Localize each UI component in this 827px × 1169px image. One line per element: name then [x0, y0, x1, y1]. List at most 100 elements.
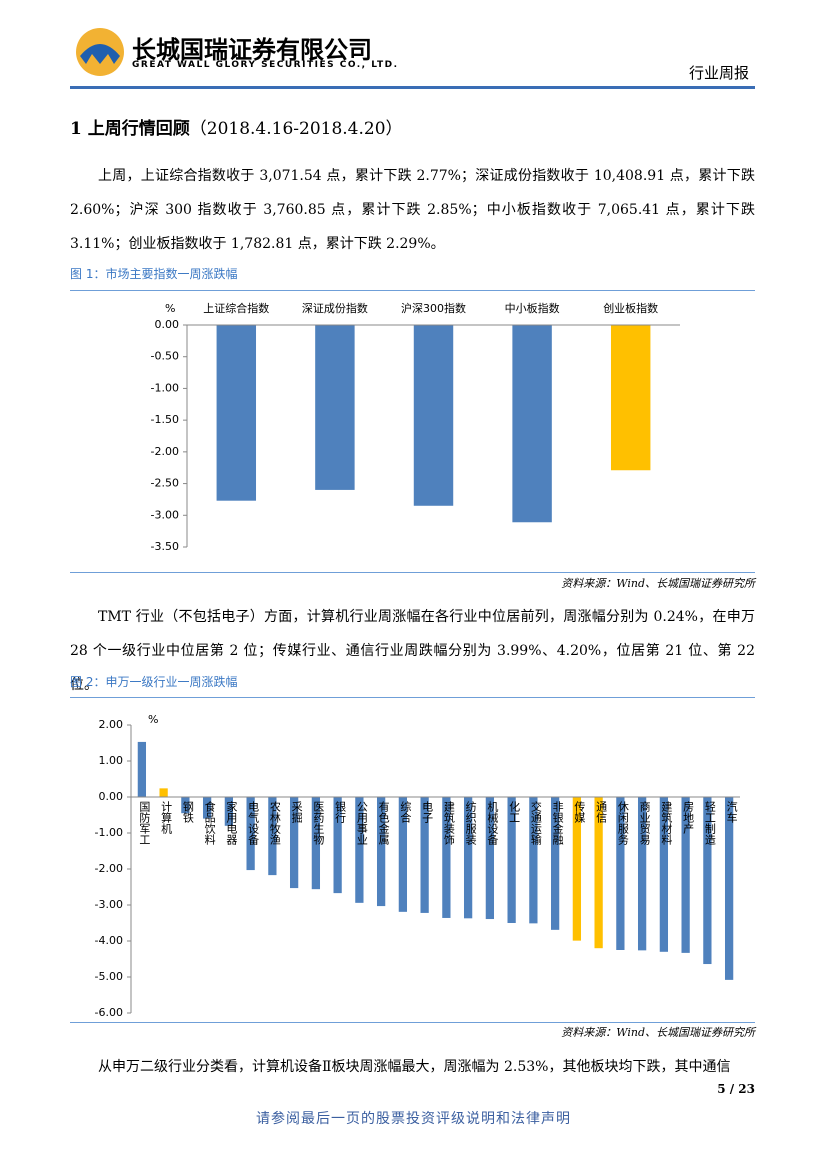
category-label: 汽车	[725, 800, 738, 824]
bar	[442, 797, 451, 918]
figure-rule	[70, 697, 755, 698]
bar	[376, 797, 386, 907]
bar	[512, 325, 552, 523]
category-label: 创业板指数	[603, 301, 658, 315]
y-tick-label: 1.00	[99, 754, 124, 767]
bar	[224, 797, 234, 826]
unit-label: %	[165, 302, 175, 315]
category-label: 化工	[508, 800, 521, 823]
figure-caption: 图 1：市场主要指数一周涨跌幅	[70, 267, 238, 281]
y-tick-label: -3.50	[151, 540, 179, 553]
logo	[76, 28, 124, 76]
y-tick-label: -3.00	[151, 508, 179, 521]
category-label: 非银金融	[551, 801, 564, 846]
chart: 2.00 1.00 0.00 -1.00 -2.00 -3.00 -4.00 -5.00 -6.…	[95, 713, 740, 1019]
footer: 请参阅最后一页的股票投资评级说明和法律声明	[256, 1111, 571, 1127]
category-label: 中小板指数	[505, 301, 560, 315]
y-tick-label: -6.00	[95, 1006, 123, 1019]
bar	[616, 797, 625, 950]
unit-label: %	[148, 713, 158, 726]
bar	[202, 797, 212, 819]
y-tick-label: -5.00	[95, 970, 123, 983]
bar	[181, 797, 190, 814]
category-label: 建筑材料	[660, 800, 673, 846]
category-label: 医药生物	[312, 801, 325, 845]
company-cn: 长城国瑞证券有限公司	[132, 36, 372, 64]
category-label: 银行	[334, 800, 347, 824]
category-label: 电气设备	[247, 801, 260, 846]
category-label: 交通运输	[529, 800, 542, 846]
bar	[289, 797, 299, 889]
y-tick-label: -0.50	[151, 350, 179, 363]
category-label: 沪深300指数	[401, 301, 466, 315]
bar	[268, 797, 277, 876]
bar	[311, 797, 321, 890]
category-label: 国防军工	[138, 801, 151, 845]
category-label: 农林牧渔	[268, 800, 281, 846]
category-label: 房地产	[682, 801, 695, 835]
y-tick-label: -2.00	[95, 862, 123, 875]
category-label: 通信	[595, 801, 608, 824]
bar	[610, 325, 651, 471]
bar	[485, 797, 495, 920]
y-tick-label: -2.50	[151, 477, 179, 490]
category-label: 建筑装饰	[442, 800, 455, 845]
category-label: 电子	[421, 801, 434, 823]
y-tick-label: -3.00	[95, 898, 123, 911]
section-period: （2018.4.16-2018.4.20）	[189, 119, 403, 139]
bar	[137, 741, 147, 797]
category-label: 轻工制造	[703, 800, 716, 845]
bar	[659, 797, 669, 952]
y-tick-label: -1.00	[151, 381, 179, 394]
bar	[413, 325, 454, 506]
section-heading: 1 上周行情回顾（2018.4.16-2018.4.20）	[70, 114, 403, 139]
category-label: 上证综合指数	[203, 301, 269, 315]
figure-rule	[70, 572, 755, 573]
category-label: 传媒	[573, 801, 586, 824]
bar	[637, 797, 647, 951]
y-tick-label: 2.00	[99, 718, 124, 731]
category-label: 钢铁	[181, 801, 194, 823]
paragraph: 从申万二级行业分类看，计算机设备Ⅱ板块周涨幅最大，周涨幅为 2.53%，其他板块…	[98, 1059, 731, 1075]
bar	[159, 788, 168, 797]
figure-caption: 图 2：申万一级行业一周涨跌幅	[70, 675, 238, 689]
figure-source: 资料来源：Wind、长城国瑞证券研究所	[561, 577, 755, 590]
page-number: 5 / 23	[717, 1082, 755, 1096]
category-label: 公用事业	[355, 801, 368, 845]
figure-rule	[70, 1022, 755, 1023]
figure-rule	[70, 290, 755, 291]
bar	[594, 797, 603, 949]
category-label: 采掘	[290, 801, 303, 824]
category-label: 有色金属	[377, 800, 390, 846]
y-tick-label: -4.00	[95, 934, 123, 947]
company-en: GREAT WALL GLORY SECURITIES CO., LTD.	[132, 60, 399, 70]
header-rule	[70, 86, 755, 89]
category-label: 商业贸易	[638, 800, 651, 846]
bar	[315, 325, 355, 490]
bar	[681, 797, 690, 953]
bar	[550, 797, 560, 930]
bar	[529, 797, 538, 924]
bar	[246, 797, 255, 871]
category-label: 食品饮料	[203, 800, 216, 846]
category-label: 综合	[399, 800, 412, 823]
bar	[216, 325, 257, 501]
category-label: 纺织服装	[464, 800, 477, 846]
bar	[724, 797, 734, 980]
bar	[420, 797, 429, 913]
bar	[333, 797, 342, 894]
category-label: 休闲服务	[616, 801, 629, 845]
paragraph: TMT 行业（不包括电子）方面，计算机行业周涨幅在各行业中位居前列，周涨幅分别为…	[70, 609, 755, 693]
bar	[463, 797, 473, 919]
bar	[703, 797, 712, 965]
category-label: 深证成份指数	[302, 301, 368, 315]
bar	[355, 797, 364, 903]
category-label: 家用电器	[225, 800, 238, 846]
bar	[398, 797, 408, 912]
bar	[572, 797, 582, 941]
doc-type: 行业周报	[688, 64, 749, 82]
category-label: 计算机	[160, 801, 173, 834]
y-tick-label: 0.00	[155, 318, 180, 331]
paragraph: 上周，上证综合指数收于 3,071.54 点，累计下跌 2.77%；深证成份指数…	[70, 168, 755, 252]
